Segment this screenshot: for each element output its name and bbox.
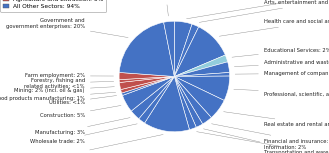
- Text: Real estate and rental and leasing: 6%: Real estate and rental and leasing: 6%: [224, 112, 329, 127]
- Wedge shape: [174, 27, 225, 76]
- Text: Financial and insurance: 3%: Financial and insurance: 3%: [212, 124, 329, 144]
- Wedge shape: [139, 76, 174, 123]
- Text: Wood products manufacturing: 1%: Wood products manufacturing: 1%: [0, 92, 116, 101]
- Wedge shape: [131, 76, 174, 119]
- Wedge shape: [164, 21, 174, 76]
- Text: Farm employment: 2%: Farm employment: 2%: [25, 73, 114, 78]
- Text: Accommodation and food services: 5%: Accommodation and food services: 5%: [187, 0, 329, 19]
- Wedge shape: [174, 73, 230, 76]
- Text: Manufacturing: 3%: Manufacturing: 3%: [35, 118, 130, 135]
- Wedge shape: [119, 76, 174, 90]
- Wedge shape: [119, 76, 174, 82]
- Wedge shape: [174, 76, 196, 130]
- Text: Mining: 2% (incl. oil & gas): Mining: 2% (incl. oil & gas): [14, 87, 114, 93]
- Text: Educational Services: 2%: Educational Services: 2%: [232, 48, 329, 57]
- Legend: Agriculture and Extraction: 6%, All Other Sectors: 94%: Agriculture and Extraction: 6%, All Othe…: [0, 0, 106, 12]
- Text: Professional, scientific, and technical services: 7%: Professional, scientific, and technical …: [234, 89, 329, 97]
- Wedge shape: [144, 76, 190, 132]
- Wedge shape: [122, 76, 174, 95]
- Text: Arts, entertainment and recreation: 2%: Arts, entertainment and recreation: 2%: [199, 0, 329, 22]
- Wedge shape: [174, 76, 230, 100]
- Text: Retail trade: 13%: Retail trade: 13%: [39, 134, 163, 153]
- Wedge shape: [174, 24, 199, 76]
- Text: Other services, except public administration: 3%: Other services, except public administra…: [102, 0, 230, 16]
- Wedge shape: [174, 76, 211, 124]
- Text: Health care and social assistance: 11%: Health care and social assistance: 11%: [219, 19, 329, 36]
- Text: Information: 2%: Information: 2%: [203, 129, 306, 150]
- Wedge shape: [174, 76, 224, 118]
- Wedge shape: [119, 73, 174, 80]
- Text: Utilities: <1%: Utilities: <1%: [49, 95, 117, 105]
- Text: Forestry, fishing and
related activities: <1%: Forestry, fishing and related activities…: [24, 78, 114, 89]
- Wedge shape: [174, 55, 228, 76]
- Text: Wholesale trade: 2%: Wholesale trade: 2%: [30, 124, 137, 144]
- Text: Government and
government enterprises: 20%: Government and government enterprises: 2…: [6, 18, 128, 38]
- Wedge shape: [121, 76, 174, 93]
- Text: Construction: 5%: Construction: 5%: [39, 105, 121, 118]
- Wedge shape: [174, 76, 203, 127]
- Text: Transportation and warehousing: 2%: Transportation and warehousing: 2%: [196, 132, 329, 153]
- Wedge shape: [122, 76, 174, 111]
- Text: Management of companies and enterprises: 1%: Management of companies and enterprises:…: [235, 71, 329, 76]
- Wedge shape: [174, 21, 192, 76]
- Wedge shape: [119, 22, 174, 76]
- Wedge shape: [174, 62, 230, 76]
- Text: Administrative and waste services: 3%: Administrative and waste services: 3%: [234, 60, 329, 67]
